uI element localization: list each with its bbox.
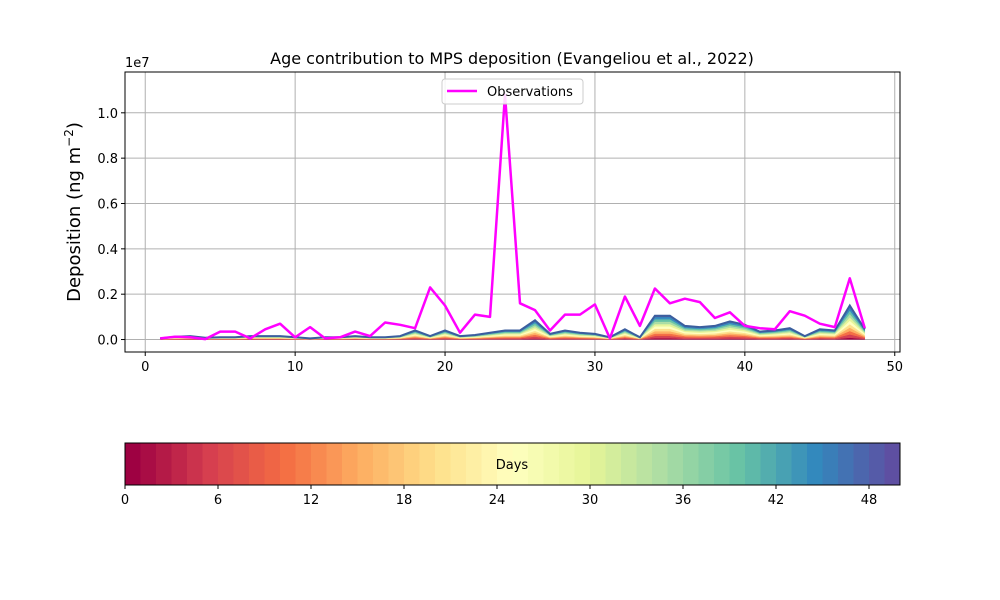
colorbar-segment [156, 443, 172, 485]
series-line-observations [160, 93, 866, 341]
y-tick-label: 0.8 [97, 152, 118, 167]
y-axis: 0.0 0.2 0.4 0.6 0.8 1.0 [97, 107, 125, 349]
colorbar-segment [357, 443, 374, 485]
y-tick-label: 0.6 [97, 197, 118, 212]
colorbar-segment [574, 443, 591, 485]
legend: Observations [441, 78, 584, 105]
colorbar-segment [543, 443, 560, 485]
colorbar-segment [822, 443, 839, 485]
colorbar-segment [853, 443, 870, 485]
colorbar-segment [667, 443, 684, 485]
colorbar-segment [373, 443, 389, 485]
colorbar-tick-label: 24 [489, 493, 506, 508]
colorbar-segment [419, 443, 436, 485]
colorbar-segment [621, 443, 637, 485]
chart-title: Age contribution to MPS deposition (Evan… [270, 49, 754, 68]
colorbar-tick-label: 42 [768, 493, 785, 508]
colorbar-segment [714, 443, 730, 485]
y-tick-label: 0.4 [97, 243, 118, 258]
x-tick-label: 50 [886, 360, 903, 375]
colorbar-segment [295, 443, 312, 485]
colorbar-ticks: 0 6 12 18 24 30 36 42 48 [121, 485, 877, 508]
colorbar [125, 443, 901, 485]
colorbar-label: Days [496, 458, 529, 473]
colorbar-segment [481, 443, 498, 485]
colorbar-tick-label: 30 [582, 493, 599, 508]
x-axis: 0 10 20 30 40 50 [141, 352, 903, 375]
colorbar-segment [140, 443, 157, 485]
colorbar-segment [342, 443, 358, 485]
colorbar-segment [760, 443, 777, 485]
colorbar-segment [466, 443, 482, 485]
colorbar-segment [869, 443, 885, 485]
colorbar-segment [683, 443, 699, 485]
plot-frame [124, 71, 901, 353]
x-tick-label: 40 [737, 360, 754, 375]
x-tick-label: 10 [287, 360, 304, 375]
legend-box [441, 78, 584, 105]
colorbar-segment [125, 443, 141, 485]
y-tick-label: 1.0 [97, 107, 118, 122]
colorbar-segment [435, 443, 451, 485]
colorbar-segment [838, 443, 854, 485]
colorbar-frame [124, 442, 901, 486]
y-axis-label: Deposition (ng m−2) [62, 122, 85, 302]
colorbar-segment [636, 443, 653, 485]
colorbar-tick-label: 12 [303, 493, 320, 508]
colorbar-segment [698, 443, 715, 485]
colorbar-tick-label: 18 [396, 493, 413, 508]
colorbar-segment [590, 443, 606, 485]
colorbar-segment [388, 443, 405, 485]
colorbar-segment [745, 443, 761, 485]
x-tick-label: 30 [587, 360, 604, 375]
colorbar-segment [249, 443, 265, 485]
colorbar-segment [264, 443, 281, 485]
colorbar-segment [171, 443, 188, 485]
colorbar-segment [776, 443, 792, 485]
colorbar-segment [497, 443, 513, 485]
colorbar-segment [807, 443, 823, 485]
colorbar-segment [559, 443, 575, 485]
colorbar-segment [187, 443, 203, 485]
colorbar-segment [404, 443, 420, 485]
legend-label-observations: Observations [487, 85, 573, 100]
colorbar-segment [326, 443, 343, 485]
colorbar-segment [280, 443, 296, 485]
colorbar-segment [202, 443, 219, 485]
colorbar-segment [528, 443, 544, 485]
x-tick-label: 20 [437, 360, 454, 375]
colorbar-segment [233, 443, 250, 485]
colorbar-segment [218, 443, 234, 485]
x-tick-label: 0 [141, 360, 149, 375]
colorbar-segment [884, 443, 901, 485]
colorbar-segment [729, 443, 746, 485]
series-lines [160, 93, 866, 341]
colorbar-tick-label: 0 [121, 493, 129, 508]
colorbar-tick-label: 36 [675, 493, 692, 508]
colorbar-tick-label: 6 [214, 493, 222, 508]
colorbar-segment [652, 443, 668, 485]
colorbar-segment [512, 443, 529, 485]
colorbar-tick-label: 48 [861, 493, 878, 508]
y-tick-label: 0.2 [97, 288, 118, 303]
colorbar-segment [450, 443, 467, 485]
colorbar-segment [791, 443, 808, 485]
colorbar-segment [605, 443, 622, 485]
y-offset-label: 1e7 [125, 56, 150, 71]
y-tick-label: 0.0 [97, 334, 118, 349]
colorbar-segment [311, 443, 327, 485]
